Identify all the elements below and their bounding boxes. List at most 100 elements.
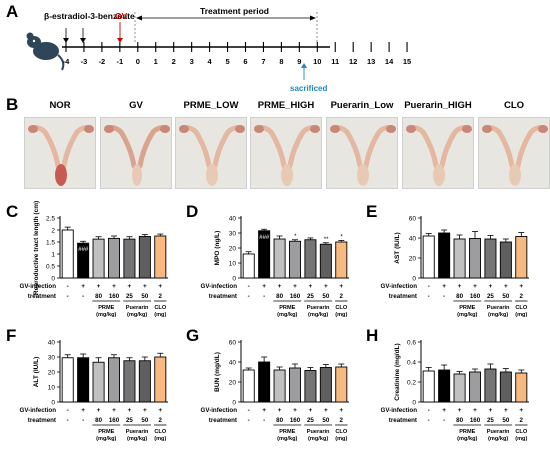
timeline-tick-label: 6 (243, 57, 247, 66)
bar (484, 368, 497, 403)
bar (107, 357, 121, 403)
chart-e: E 0 20 40 60 AST (IU/L) GV-infection treatment -… (366, 202, 529, 318)
gv-sign: + (309, 283, 313, 290)
dose-label: 160 (109, 417, 120, 424)
gv-infection-label: GV-infection (201, 407, 238, 414)
group-puerarin-label: Puerarin (307, 429, 330, 435)
significance-label: * (340, 235, 343, 241)
bar (515, 236, 528, 279)
y-axis-label: Reproductive tract length (cm) (33, 201, 40, 295)
dose-label: - (428, 293, 430, 300)
gv-sign: + (442, 407, 446, 414)
panel-letter-b: B (6, 95, 19, 114)
gv-sign: + (128, 407, 132, 414)
photo-label: Puerarin_Low (330, 100, 394, 111)
dose-label: 2 (340, 417, 344, 424)
bar (468, 371, 482, 403)
tissue-photo (326, 117, 398, 189)
group-clo-label: (mg) (335, 312, 347, 318)
bar (61, 229, 74, 279)
group-clo-label: CLO (154, 305, 166, 311)
gv-sign: + (489, 407, 493, 414)
gv-sign: + (278, 283, 282, 290)
photo-label: PRME_HIGH (257, 100, 315, 111)
dose-label: 25 (487, 417, 494, 424)
y-tick-label: 1.5 (46, 240, 55, 247)
bar (422, 370, 435, 403)
timeline-tick-label: 7 (261, 57, 265, 66)
group-prme-label: PRME (459, 429, 475, 435)
y-axis-label: ALT (IU/L) (33, 357, 40, 388)
chart-c: C 0 0.5 1 1.5 2 2.5 Reproductive tract length (… (6, 201, 168, 318)
group-prme-label: PRME (98, 429, 114, 435)
dose-label: 80 (276, 293, 283, 300)
y-tick-label: 0 (412, 276, 416, 283)
bar (288, 367, 302, 403)
panel-letter-g: G (186, 326, 199, 345)
dose-label: 50 (322, 293, 329, 300)
gv-label: GV (115, 11, 128, 21)
estradiol-arrowhead-2 (80, 38, 86, 43)
timeline-tick-label: -4 (63, 57, 70, 66)
timeline-tick-label: -3 (81, 57, 88, 66)
gv-sign: - (248, 283, 250, 290)
group-prme-label: (mg/kg) (457, 312, 477, 318)
timeline-tick-label: 1 (154, 57, 158, 66)
y-tick-label: 40 (48, 340, 56, 347)
gv-sign: + (458, 283, 462, 290)
bar (453, 373, 466, 403)
panel-letter-d: D (186, 202, 198, 221)
group-clo-label: CLO (335, 429, 347, 435)
y-tick-label: 20 (48, 370, 56, 377)
y-tick-label: 10 (229, 261, 237, 268)
timeline-tick-label: 12 (349, 57, 357, 66)
bar (288, 240, 302, 279)
bar (258, 361, 271, 403)
dose-label: - (248, 417, 250, 424)
dose-label: 2 (159, 293, 163, 300)
y-tick-label: 1 (51, 252, 55, 259)
photo-label: CLO (503, 100, 525, 111)
timeline-tick-label: 5 (225, 57, 229, 66)
gv-infection-label: GV-infection (381, 407, 418, 414)
chart-f: F 0 10 20 30 40 ALT (IU/L) GV-infection treatmen… (6, 326, 168, 442)
timeline-tick-label: 11 (331, 57, 339, 66)
gv-sign: + (262, 407, 266, 414)
group-clo-label: CLO (335, 305, 347, 311)
dose-label: 25 (307, 417, 314, 424)
dose-label: 80 (95, 293, 102, 300)
gv-sign: - (428, 283, 430, 290)
gv-sign: + (519, 407, 523, 414)
group-prme-label: PRME (279, 305, 295, 311)
bar (107, 237, 121, 279)
panel-letter-a: A (6, 2, 19, 21)
tissue-photo (402, 117, 474, 189)
gv-sign: + (473, 283, 477, 290)
bar (92, 361, 105, 403)
y-axis-label: AST (IU/L) (394, 232, 401, 263)
gv-sign: + (489, 283, 493, 290)
gv-sign: + (112, 283, 116, 290)
dose-label: 160 (109, 293, 120, 300)
bar (154, 356, 167, 403)
dose-label: 80 (456, 417, 463, 424)
treatment-label: treatment (28, 417, 56, 424)
timeline-tick-label: 4 (208, 57, 213, 66)
gv-sign: + (324, 407, 328, 414)
estradiol-arrowhead-1 (63, 38, 69, 43)
y-tick-label: 40 (409, 236, 417, 243)
y-tick-label: 40 (229, 216, 237, 223)
gv-arrowhead (117, 38, 123, 43)
reproductive-tract-image (403, 118, 473, 188)
tissue-photo (24, 117, 96, 189)
treatment-label: treatment (389, 417, 417, 424)
gv-sign: + (504, 407, 508, 414)
dose-label: 2 (520, 293, 524, 300)
y-tick-label: 2 (51, 228, 55, 235)
group-clo-label: (mg) (515, 436, 527, 442)
y-tick-label: 30 (229, 231, 237, 238)
y-tick-label: 20 (409, 256, 417, 263)
gv-sign: - (67, 283, 69, 290)
reproductive-tract-image (251, 118, 321, 188)
